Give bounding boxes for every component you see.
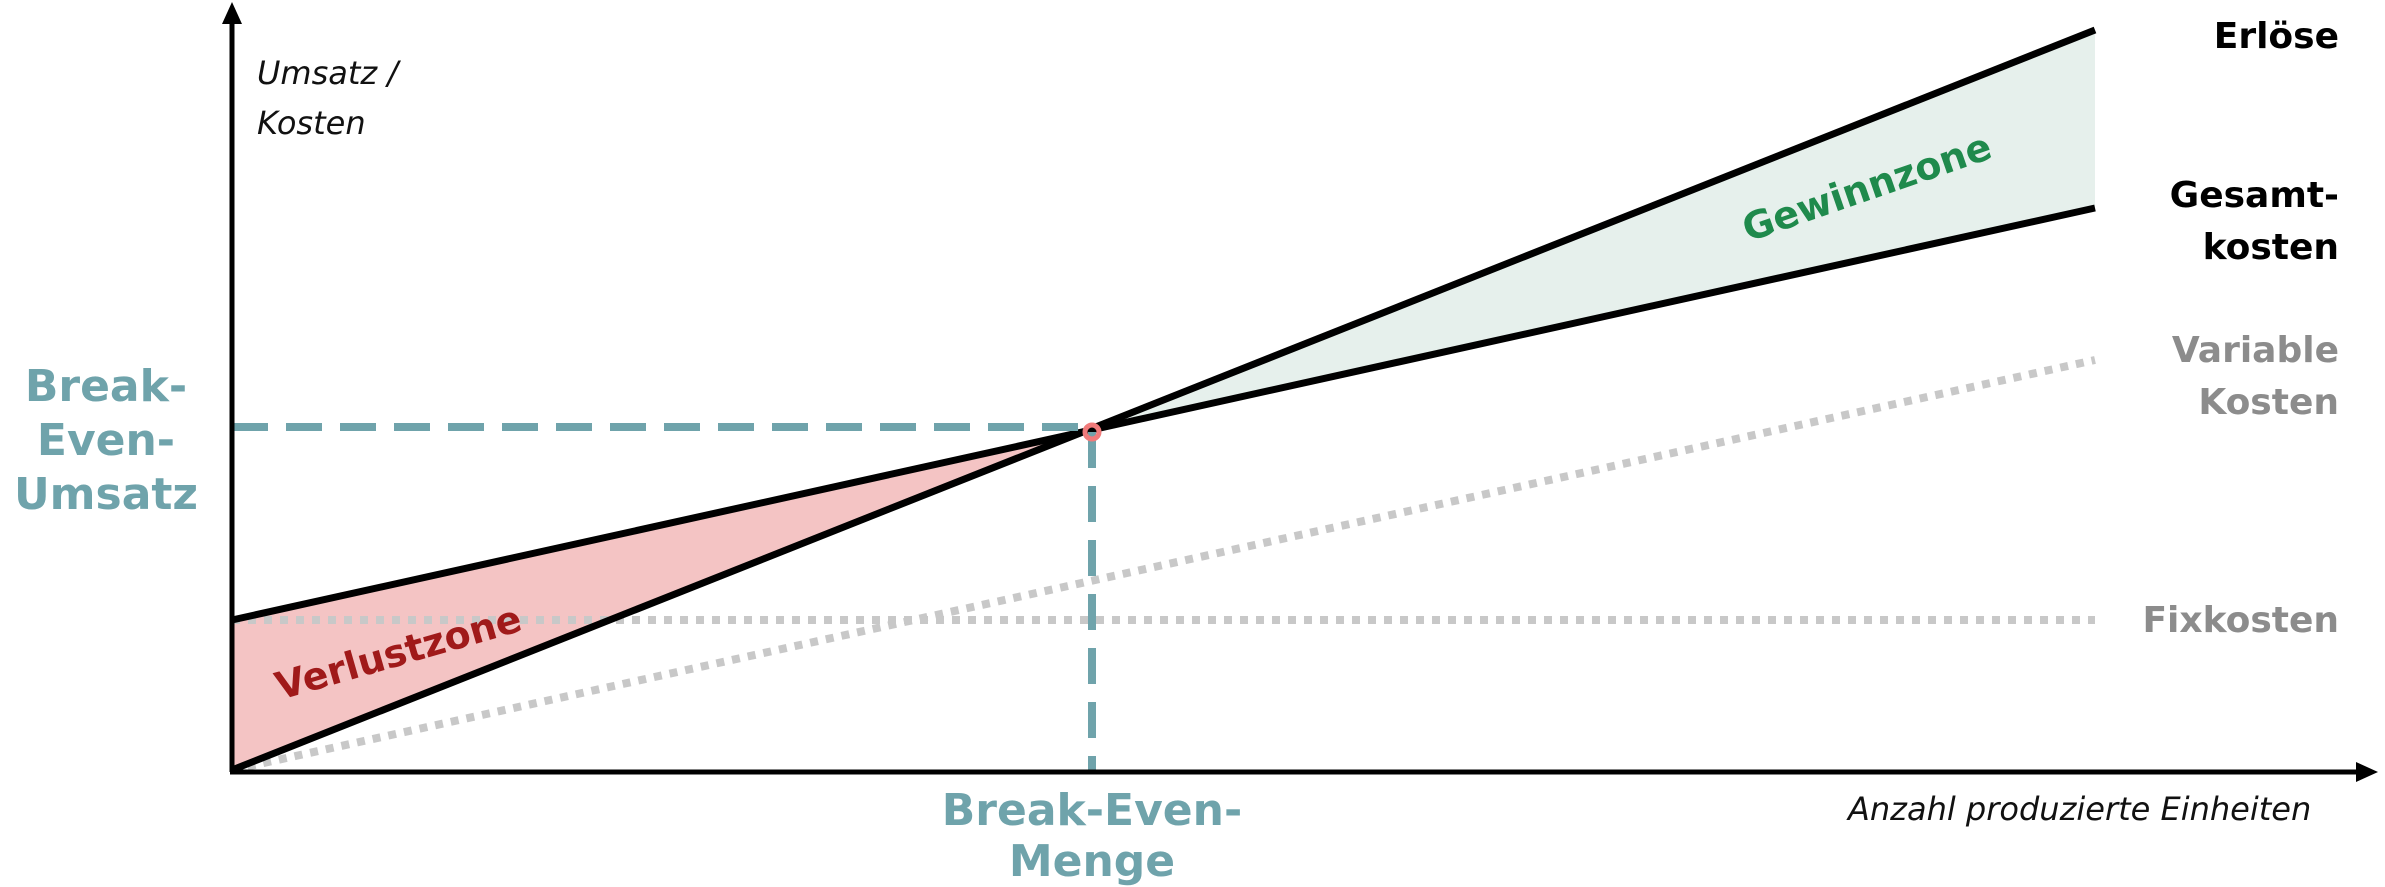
y-axis-title-line2: Kosten <box>257 104 366 142</box>
break-even-revenue-label: Break- Even- Umsatz <box>0 360 212 522</box>
y-axis-arrow-icon <box>222 2 242 24</box>
variable-cost-label: Variable Kosten <box>2172 325 2339 429</box>
fixed-cost-label: Fixkosten <box>2142 600 2339 641</box>
total-cost-label-line1: Gesamt- <box>2169 175 2339 216</box>
variable-cost-label-line2: Kosten <box>2198 382 2339 423</box>
revenue-line <box>230 26 2097 774</box>
total-cost-label-line2: kosten <box>2202 227 2339 268</box>
variable-cost-line <box>231 356 2096 774</box>
break-even-quantity-label: Break-Even-Menge <box>941 785 1243 887</box>
break-even-revenue-label-line1: Break- <box>24 361 188 412</box>
break-even-revenue-label-line3: Umsatz <box>13 469 199 520</box>
total-cost-label: Gesamt- kosten <box>2170 170 2339 274</box>
total-cost-line <box>231 204 2096 624</box>
y-axis-title-line1: Umsatz / <box>257 54 399 92</box>
break-even-revenue-label-line2: Even- <box>36 415 176 466</box>
break-even-diagram: Gewinnzone Verlustzone <box>222 2 2378 782</box>
break-even-point <box>1082 422 1102 442</box>
y-axis-title: Umsatz / Kosten <box>257 48 398 148</box>
x-axis-arrow-icon <box>2356 762 2378 782</box>
x-axis-title: Anzahl produzierte Einheiten <box>1848 790 2312 828</box>
variable-cost-label-line1: Variable <box>2171 330 2339 371</box>
revenue-label: Erlöse <box>2213 16 2339 57</box>
